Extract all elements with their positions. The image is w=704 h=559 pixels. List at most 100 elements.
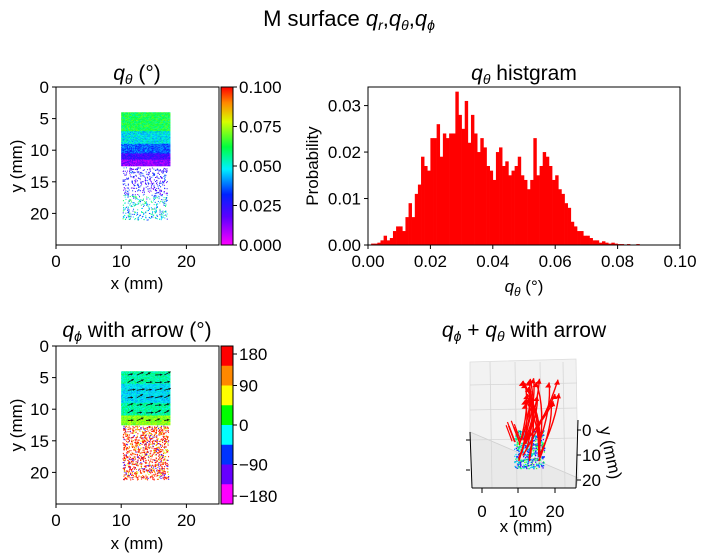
- map-pixel: [159, 191, 161, 193]
- map-pixel: [147, 132, 149, 134]
- map-pixel: [162, 136, 164, 138]
- map-pixel: [122, 113, 124, 115]
- map-pixel: [151, 136, 153, 138]
- map-pixel: [121, 152, 123, 154]
- map-pixel: [127, 114, 129, 116]
- map-pixel: [151, 147, 153, 149]
- map-pixel: [157, 160, 159, 162]
- map-pixel: [129, 155, 131, 157]
- map-pixel: [125, 144, 127, 146]
- map-pixel: [137, 128, 140, 130]
- map-pixel: [124, 146, 126, 148]
- map-pixel: [153, 157, 155, 159]
- map-pixel: [136, 154, 139, 156]
- map-pixel: [161, 125, 163, 127]
- map-pixel: [144, 123, 146, 124]
- map-pixel: [124, 116, 126, 118]
- map-pixel: [139, 162, 142, 164]
- map-pixel: [122, 123, 124, 124]
- map-pixel: [165, 138, 167, 140]
- map-pixel: [143, 128, 145, 130]
- map-pixel: [151, 154, 153, 156]
- map-pixel: [134, 204, 136, 206]
- map-pixel: [142, 198, 144, 200]
- map-pixel: [142, 116, 145, 117]
- map-pixel: [169, 114, 171, 116]
- map-pixel: [133, 177, 135, 179]
- map-pixel: [139, 148, 142, 150]
- map-pixel: [125, 167, 127, 169]
- hist-bar: [486, 166, 490, 245]
- map-pixel: [161, 193, 163, 195]
- map-pixel: [144, 129, 146, 131]
- map-pixel: [157, 123, 159, 124]
- map-pixel: [131, 161, 134, 163]
- map-pixel: [148, 162, 150, 164]
- map-pixel: [130, 112, 133, 114]
- map-pixel: [162, 135, 164, 137]
- map-pixel: [129, 160, 131, 162]
- map-pixel: [159, 115, 161, 117]
- map-pixel: [143, 132, 145, 134]
- map-pixel: [127, 161, 129, 163]
- map-pixel: [123, 148, 125, 150]
- map-pixel: [142, 136, 145, 138]
- map-pixel: [135, 146, 138, 148]
- map-pixel: [150, 112, 152, 114]
- map-pixel: [130, 143, 132, 145]
- map-pixel: [165, 144, 167, 146]
- map-pixel: [148, 143, 150, 145]
- map-pixel: [137, 117, 140, 119]
- map-pixel: [136, 118, 139, 120]
- map-pixel: [122, 114, 124, 116]
- map-pixel: [151, 138, 153, 140]
- map-pixel: [140, 162, 143, 164]
- map-pixel: [148, 172, 150, 174]
- map-pixel: [140, 165, 143, 167]
- hist-bar: [533, 138, 537, 245]
- map-pixel: [140, 144, 143, 146]
- map-pixel: [143, 144, 145, 146]
- map-pixel: [152, 160, 154, 162]
- hist-bar: [383, 235, 388, 245]
- map-pixel: [148, 115, 150, 117]
- map-pixel: [141, 157, 144, 159]
- map-pixel: [153, 135, 155, 136]
- map-pixel: [139, 124, 142, 126]
- map-pixel: [136, 115, 139, 117]
- map-pixel: [122, 200, 124, 202]
- map-pixel: [127, 159, 129, 161]
- map-pixel: [139, 141, 142, 143]
- map-pixel: [134, 163, 137, 165]
- map-pixel: [124, 114, 126, 116]
- map-pixel: [164, 141, 166, 143]
- map-pixel: [141, 159, 144, 160]
- map-pixel: [168, 147, 170, 149]
- map-pixel: [145, 119, 147, 121]
- map-pixel: [151, 143, 153, 145]
- map-pixel: [132, 153, 135, 155]
- map-pixel: [157, 153, 159, 155]
- map-pixel: [135, 152, 138, 153]
- map-pixel: [155, 158, 157, 160]
- map-pixel: [169, 140, 171, 141]
- map-pixel: [149, 112, 151, 114]
- map-pixel: [128, 135, 130, 136]
- map-pixel: [156, 151, 158, 153]
- map-pixel: [126, 161, 128, 163]
- map-pixel: [154, 124, 156, 126]
- map-pixel: [161, 149, 163, 151]
- map-pixel: [162, 140, 164, 141]
- map-pixel: [154, 139, 156, 141]
- map-pixel: [134, 117, 137, 119]
- map-pixel: [136, 153, 139, 155]
- map-pixel: [151, 217, 153, 219]
- map-pixel: [138, 115, 141, 117]
- map-pixel: [164, 140, 166, 142]
- map-pixel: [148, 124, 150, 126]
- map-pixel: [124, 120, 126, 122]
- map-pixel: [132, 164, 135, 166]
- map-pixel: [148, 140, 150, 142]
- map-pixel: [137, 116, 140, 118]
- map-pixel: [140, 160, 143, 162]
